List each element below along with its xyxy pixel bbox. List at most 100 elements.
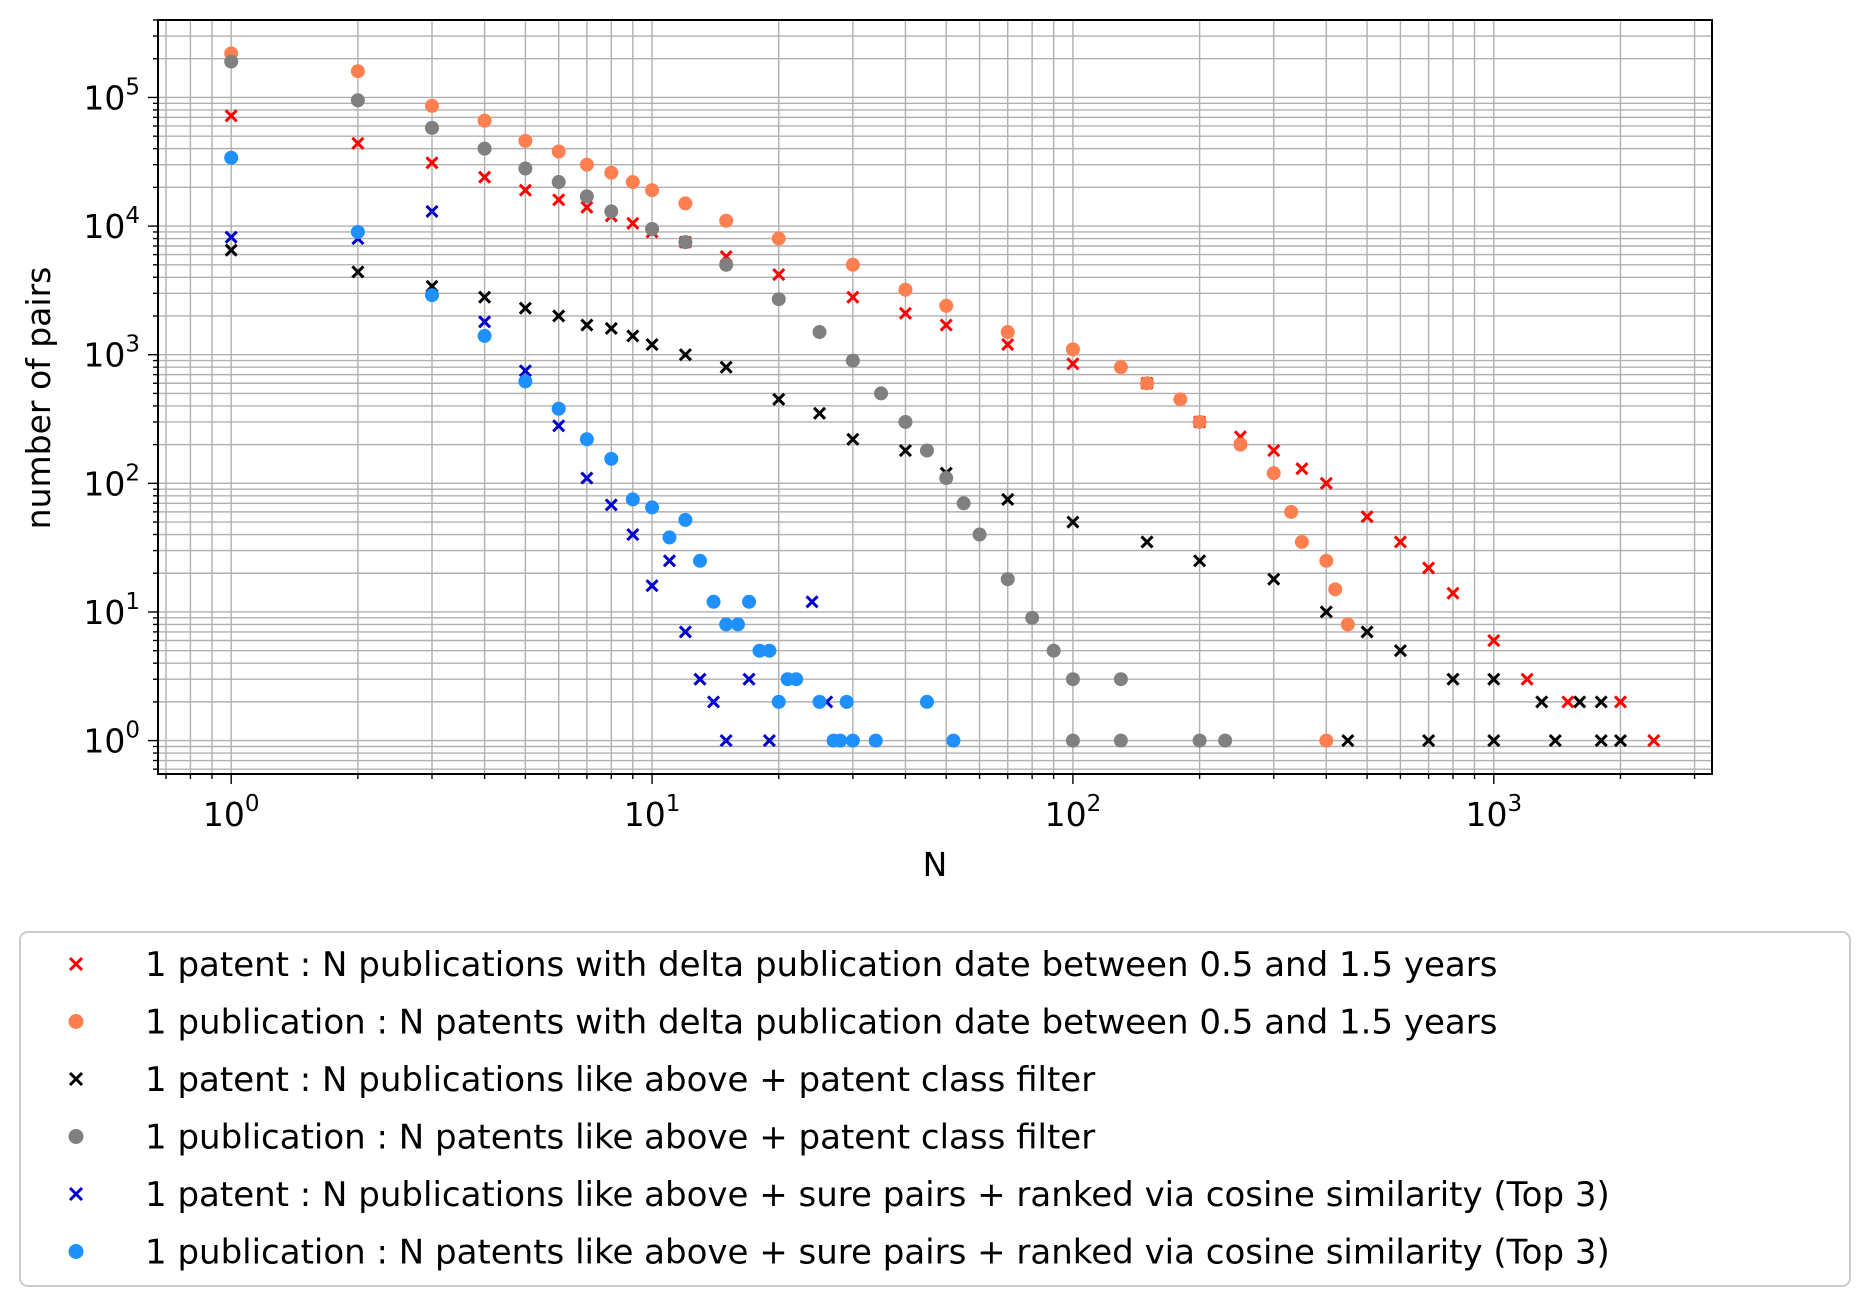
data-point xyxy=(626,216,640,230)
y-tick-label: 104 xyxy=(83,203,140,246)
data-point xyxy=(898,306,913,320)
data-point xyxy=(551,175,566,190)
legend-label: 1 patent : N publications like above + s… xyxy=(145,1175,1610,1215)
x-stroke xyxy=(580,200,594,214)
data-point xyxy=(1319,553,1334,568)
data-point xyxy=(552,193,566,207)
data-point xyxy=(1140,376,1155,391)
x-axis-ticks: 100 101 102 103 xyxy=(165,774,1696,834)
data-point xyxy=(580,200,594,214)
data-point xyxy=(678,512,693,527)
legend-marker xyxy=(68,1186,84,1202)
legend-marker xyxy=(68,1071,84,1087)
data-point xyxy=(762,643,777,658)
x-tick-label: 102 xyxy=(1045,791,1102,834)
data-point xyxy=(1520,672,1534,686)
data-point xyxy=(1487,734,1501,748)
data-point xyxy=(1113,672,1128,687)
data-point xyxy=(771,231,786,246)
x-stroke xyxy=(1193,554,1207,568)
x-stroke xyxy=(1341,734,1355,748)
data-point xyxy=(1113,733,1128,748)
data-point xyxy=(874,386,889,401)
plot-frame xyxy=(157,19,1713,775)
data-point xyxy=(551,144,566,159)
data-point xyxy=(1487,633,1501,648)
x-tick-label: 101 xyxy=(624,791,681,834)
data-point xyxy=(812,694,827,709)
data-point xyxy=(425,156,439,170)
data-point xyxy=(1319,476,1333,490)
x-stroke xyxy=(478,170,492,184)
y-tick-label: 105 xyxy=(83,74,140,117)
data-point xyxy=(939,298,954,313)
data-point xyxy=(1192,414,1207,429)
data-point xyxy=(1422,734,1436,748)
data-point xyxy=(845,733,860,748)
data-point xyxy=(956,496,971,511)
data-point xyxy=(805,595,819,609)
data-point xyxy=(1284,504,1299,519)
data-point xyxy=(1066,357,1080,371)
data-point xyxy=(604,165,619,180)
x-stroke xyxy=(1594,734,1608,748)
data-point xyxy=(693,553,708,568)
x-stroke xyxy=(1319,476,1333,490)
data-point xyxy=(478,170,492,184)
x-stroke xyxy=(224,109,238,123)
x-stroke xyxy=(1422,561,1436,575)
data-point xyxy=(1487,672,1501,686)
data-point xyxy=(693,672,707,686)
series-2 xyxy=(224,46,1355,748)
legend-label: 1 patent : N publications like above + p… xyxy=(145,1060,1095,1100)
data-point xyxy=(518,301,532,315)
data-point xyxy=(1393,644,1407,658)
data-point xyxy=(351,136,365,150)
x-stroke xyxy=(645,337,659,352)
data-point xyxy=(604,204,619,219)
x-stroke xyxy=(1295,462,1309,476)
y-tick-label: 102 xyxy=(83,460,140,503)
x-stroke xyxy=(846,290,860,304)
series-6 xyxy=(224,150,961,748)
legend-box xyxy=(19,931,1851,1287)
data-point xyxy=(706,594,721,609)
x-stroke xyxy=(1360,625,1374,639)
data-point xyxy=(604,321,618,336)
x-stroke xyxy=(425,204,439,218)
data-point xyxy=(518,364,532,378)
legend-entry-2: 1 publication : N patents with delta pub… xyxy=(68,1003,1497,1043)
data-point xyxy=(1218,733,1233,748)
x-stroke xyxy=(719,734,733,748)
x-stroke xyxy=(805,595,819,609)
legend-marker xyxy=(68,956,84,972)
data-point xyxy=(1173,392,1188,407)
data-point xyxy=(1647,734,1661,748)
data-point xyxy=(477,141,492,156)
data-point xyxy=(771,694,786,709)
legend-entry-3: 1 patent : N publications like above + p… xyxy=(68,1060,1095,1100)
data-point xyxy=(1294,534,1309,549)
x-stroke xyxy=(1267,572,1281,586)
data-point xyxy=(224,230,238,244)
data-point xyxy=(518,183,532,197)
legend-marker xyxy=(68,1244,84,1259)
legend-entry-5: 1 patent : N publications like above + s… xyxy=(68,1175,1610,1215)
data-point xyxy=(1340,617,1355,632)
data-point xyxy=(1446,586,1460,600)
data-point xyxy=(1001,492,1015,506)
x-stroke xyxy=(1573,695,1587,709)
x-stroke xyxy=(898,443,913,458)
x-tick-label: 103 xyxy=(1465,791,1522,834)
x-stroke xyxy=(626,216,640,230)
legend-label: 1 publication : N patents with delta pub… xyxy=(145,1003,1497,1043)
data-point xyxy=(752,643,767,658)
data-point xyxy=(604,498,618,512)
x-stroke xyxy=(1647,734,1661,748)
data-point xyxy=(1360,625,1374,639)
data-point xyxy=(645,500,660,515)
data-point xyxy=(518,161,533,176)
data-point xyxy=(1066,515,1080,529)
x-stroke xyxy=(626,329,640,343)
x-stroke xyxy=(1393,644,1407,658)
